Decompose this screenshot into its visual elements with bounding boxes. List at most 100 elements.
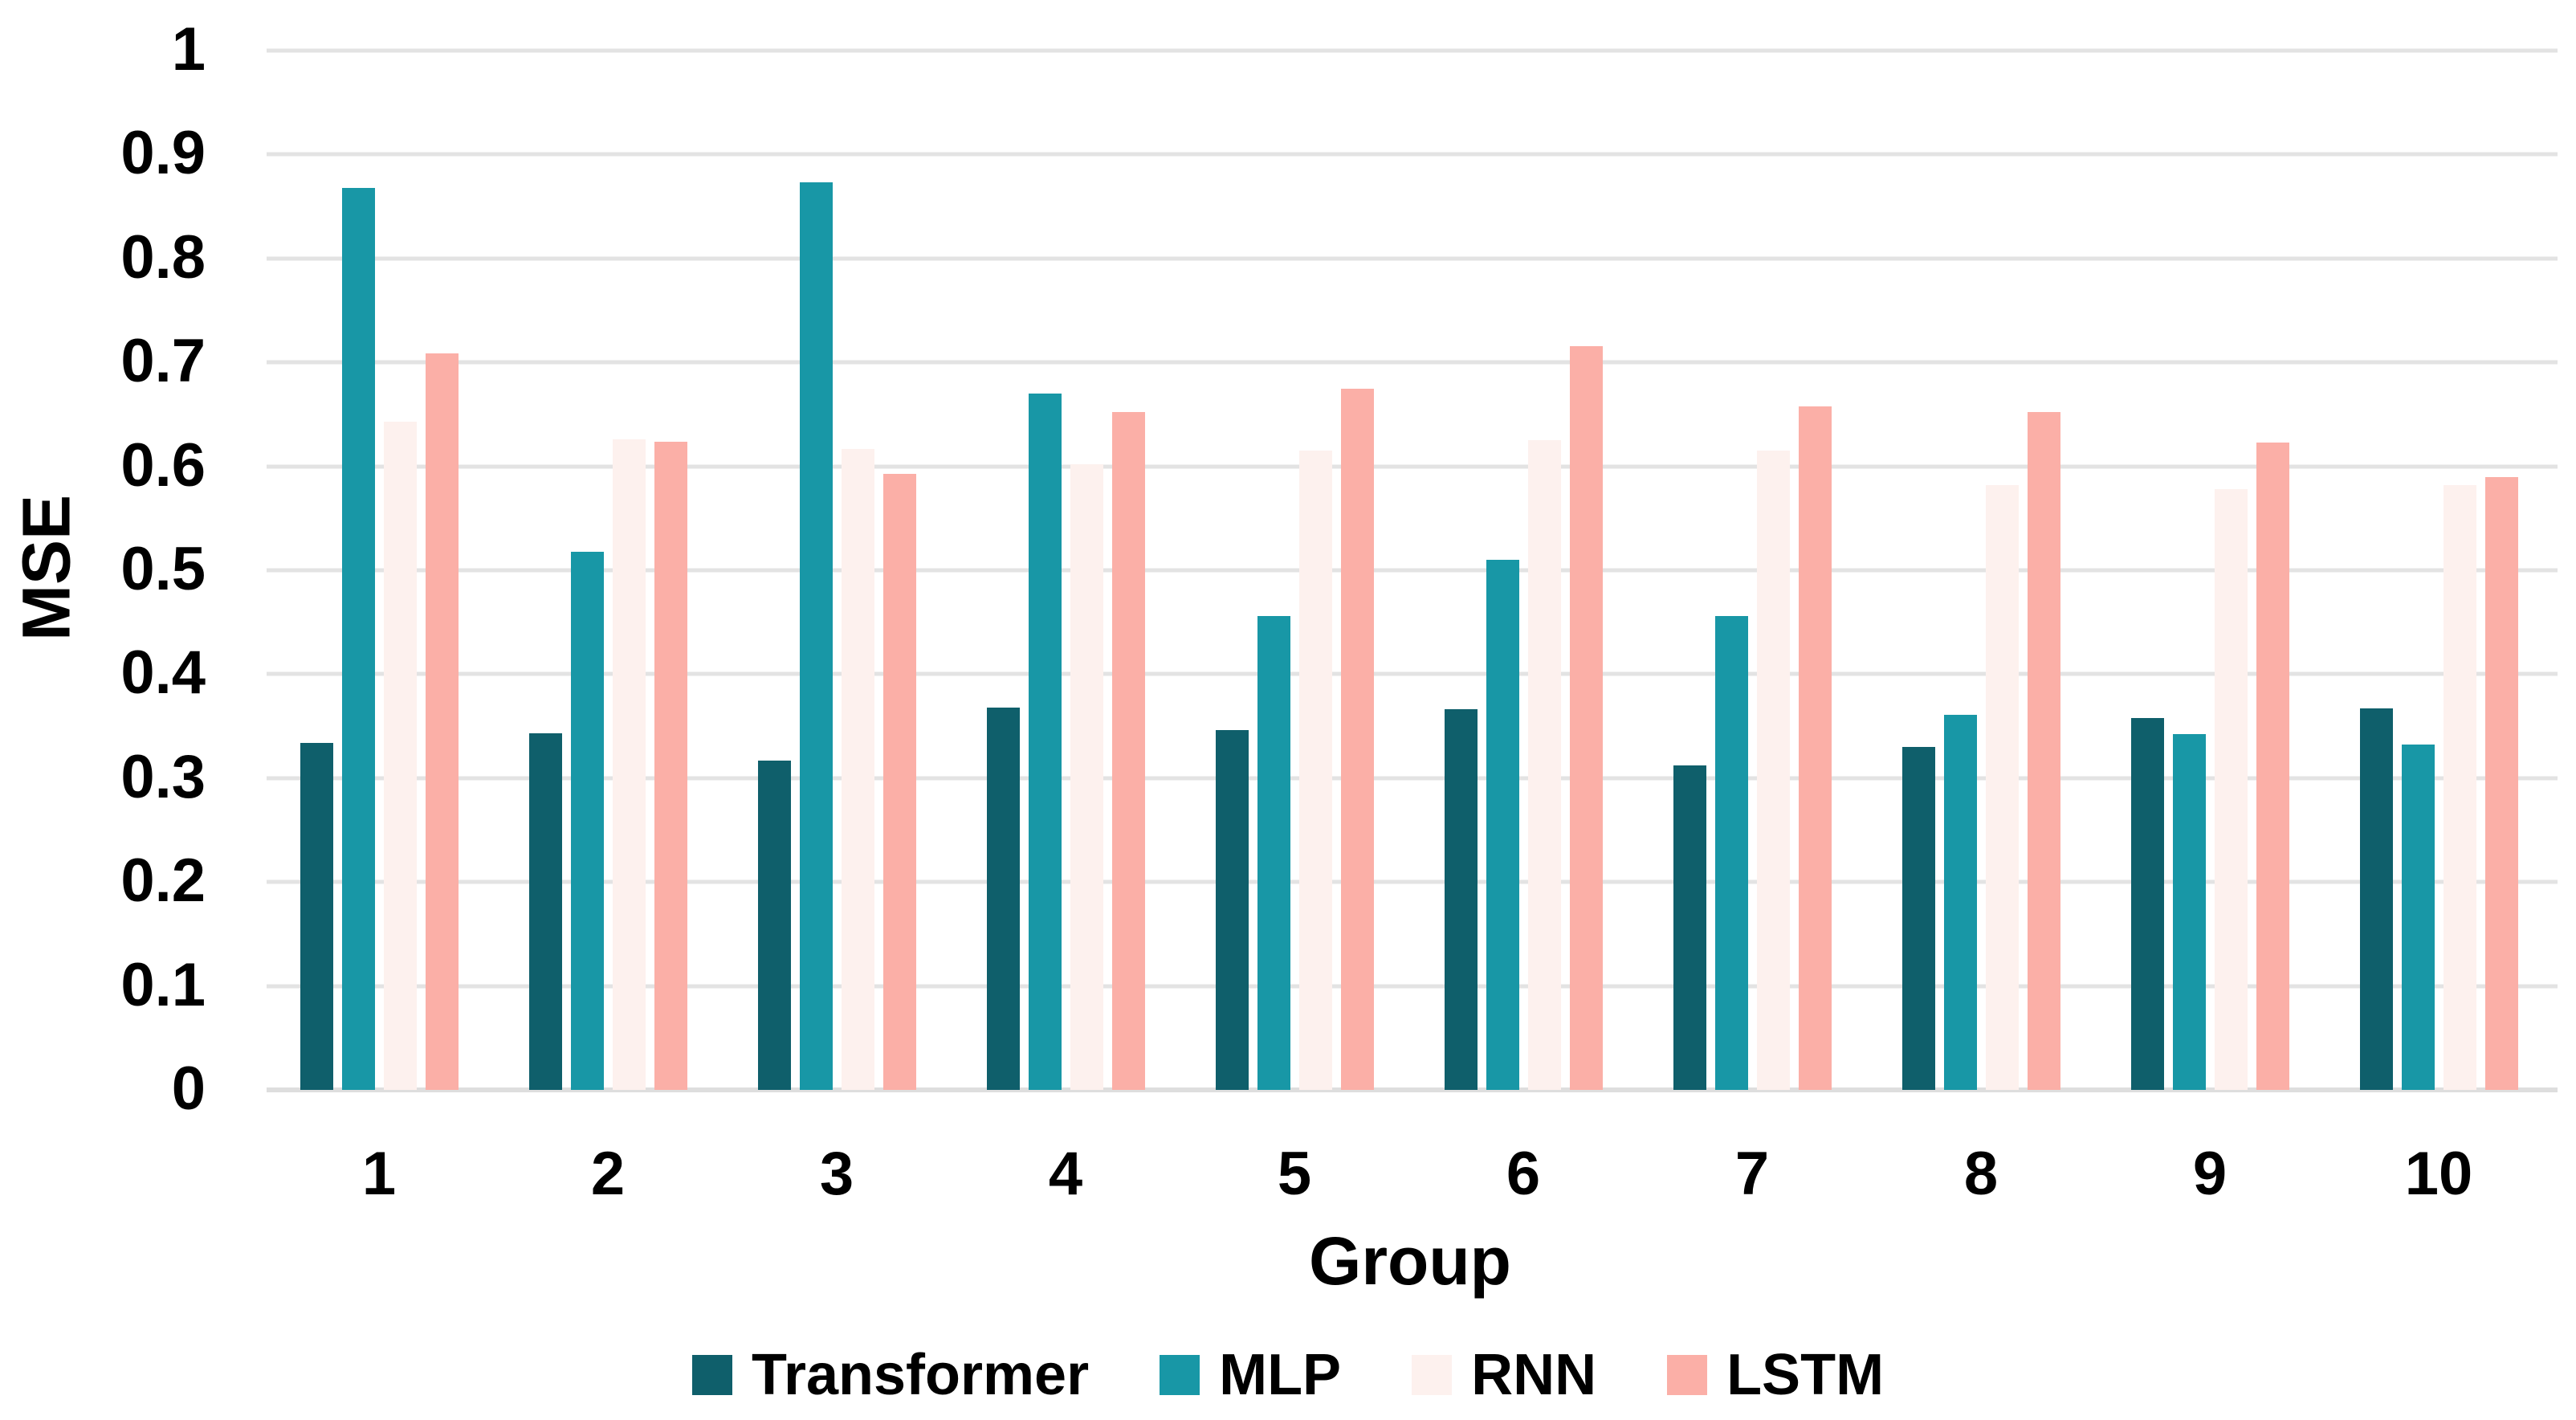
bar-transformer-group-5 (1215, 730, 1249, 1090)
bar-cluster-group-10 (2359, 51, 2518, 1090)
legend-item-rnn: RNN (1412, 1346, 1596, 1404)
bar-transformer-group-10 (2359, 708, 2393, 1090)
bar-cluster-group-7 (1673, 51, 1832, 1090)
legend-item-mlp: MLP (1160, 1346, 1341, 1404)
legend-swatch-rnn (1412, 1355, 1453, 1395)
x-tick-label: 5 (1277, 1140, 1312, 1208)
x-axis-title: Group (1309, 1223, 1511, 1299)
chart-legend: Transformer MLP RNN LSTM (0, 1346, 2576, 1404)
bar-mlp-group-7 (1714, 615, 1748, 1090)
y-tick-label: 0.8 (120, 222, 206, 292)
legend-label-mlp: MLP (1219, 1343, 1342, 1407)
bar-mlp-group-8 (1943, 714, 1977, 1090)
x-tick-label: 2 (590, 1140, 626, 1208)
bar-rnn-group-1 (383, 421, 417, 1090)
gridline (267, 464, 2558, 469)
y-tick-label: 1 (171, 14, 206, 84)
y-tick-label: 0 (171, 1054, 206, 1123)
gridline (267, 879, 2558, 884)
bar-rnn-group-2 (612, 439, 646, 1090)
gridline (267, 671, 2558, 676)
bar-rnn-group-7 (1756, 451, 1790, 1090)
bar-rnn-group-5 (1298, 451, 1332, 1090)
bar-cluster-group-3 (757, 51, 916, 1090)
bar-lstm-group-1 (425, 353, 459, 1090)
bar-rnn-group-4 (1070, 464, 1103, 1090)
y-tick-label: 0.3 (120, 742, 206, 811)
bar-lstm-group-2 (654, 441, 687, 1090)
gridline (267, 360, 2558, 365)
gridline (267, 776, 2558, 781)
bar-transformer-group-6 (1444, 709, 1478, 1090)
gridline (267, 568, 2558, 573)
y-tick-label: 0.2 (120, 846, 206, 915)
legend-label-rnn: RNN (1471, 1343, 1597, 1407)
bar-lstm-group-7 (1798, 406, 1832, 1090)
x-tick-label: 7 (1734, 1140, 1770, 1208)
bar-cluster-group-9 (2130, 51, 2289, 1090)
gridline (267, 48, 2558, 53)
legend-swatch-transformer (691, 1355, 732, 1395)
bar-lstm-group-9 (2256, 442, 2289, 1090)
x-tick-label: 9 (2192, 1140, 2228, 1208)
legend-label-transformer: Transformer (751, 1343, 1090, 1407)
bar-transformer-group-3 (757, 760, 791, 1090)
bar-transformer-group-1 (300, 742, 333, 1090)
bar-transformer-group-7 (1673, 765, 1706, 1090)
x-tick-label: 4 (1048, 1140, 1083, 1208)
x-tick-label: 10 (2404, 1140, 2473, 1208)
bar-mlp-group-10 (2401, 745, 2435, 1090)
gridline (267, 152, 2558, 157)
y-tick-label: 0.6 (120, 430, 206, 500)
gridline (267, 984, 2558, 989)
x-tick-label: 8 (1963, 1140, 1999, 1208)
y-axis-title: MSE (8, 494, 84, 642)
bar-lstm-group-5 (1340, 388, 1374, 1090)
bar-cluster-group-2 (528, 51, 687, 1090)
gridline (267, 1087, 2558, 1092)
bar-mlp-group-1 (341, 187, 375, 1090)
legend-swatch-lstm (1667, 1355, 1708, 1395)
bar-rnn-group-3 (841, 448, 874, 1090)
legend-label-lstm: LSTM (1726, 1343, 1885, 1407)
bar-transformer-group-2 (528, 733, 562, 1090)
bar-rnn-group-9 (2214, 489, 2248, 1090)
bar-lstm-group-6 (1569, 345, 1603, 1090)
y-tick-label: 0.9 (120, 119, 206, 188)
bar-lstm-group-8 (2027, 412, 2060, 1090)
bar-rnn-group-10 (2443, 484, 2476, 1090)
bar-transformer-group-4 (986, 707, 1020, 1090)
bar-mlp-group-6 (1486, 560, 1519, 1090)
bar-mlp-group-4 (1028, 394, 1062, 1090)
legend-swatch-mlp (1160, 1355, 1200, 1395)
bar-mlp-group-9 (2172, 734, 2206, 1090)
bar-rnn-group-8 (1985, 484, 2019, 1090)
bar-cluster-group-8 (1901, 51, 2060, 1090)
bar-lstm-group-4 (1111, 412, 1145, 1090)
gridline (267, 256, 2558, 261)
x-tick-label: 6 (1506, 1140, 1541, 1208)
bar-rnn-group-6 (1527, 440, 1561, 1090)
bar-mlp-group-5 (1257, 615, 1290, 1090)
bar-cluster-group-1 (300, 51, 459, 1090)
bar-lstm-group-10 (2484, 476, 2518, 1090)
y-tick-label: 0.1 (120, 950, 206, 1019)
bar-cluster-group-5 (1215, 51, 1374, 1090)
x-tick-label: 3 (819, 1140, 854, 1208)
y-tick-label: 0.5 (120, 534, 206, 603)
plot-area (267, 48, 2558, 1092)
bar-transformer-group-8 (1901, 746, 1935, 1090)
y-tick-label: 0.7 (120, 326, 206, 395)
y-tick-label: 0.4 (120, 639, 206, 708)
bar-cluster-group-4 (986, 51, 1145, 1090)
legend-item-transformer: Transformer (691, 1343, 1090, 1407)
bar-transformer-group-9 (2130, 717, 2164, 1090)
bar-mlp-group-2 (570, 551, 604, 1090)
bar-lstm-group-3 (882, 473, 916, 1090)
bar-mlp-group-3 (799, 182, 833, 1090)
legend-item-lstm: LSTM (1667, 1346, 1884, 1404)
bar-cluster-group-6 (1444, 51, 1603, 1090)
x-tick-label: 1 (361, 1140, 397, 1208)
